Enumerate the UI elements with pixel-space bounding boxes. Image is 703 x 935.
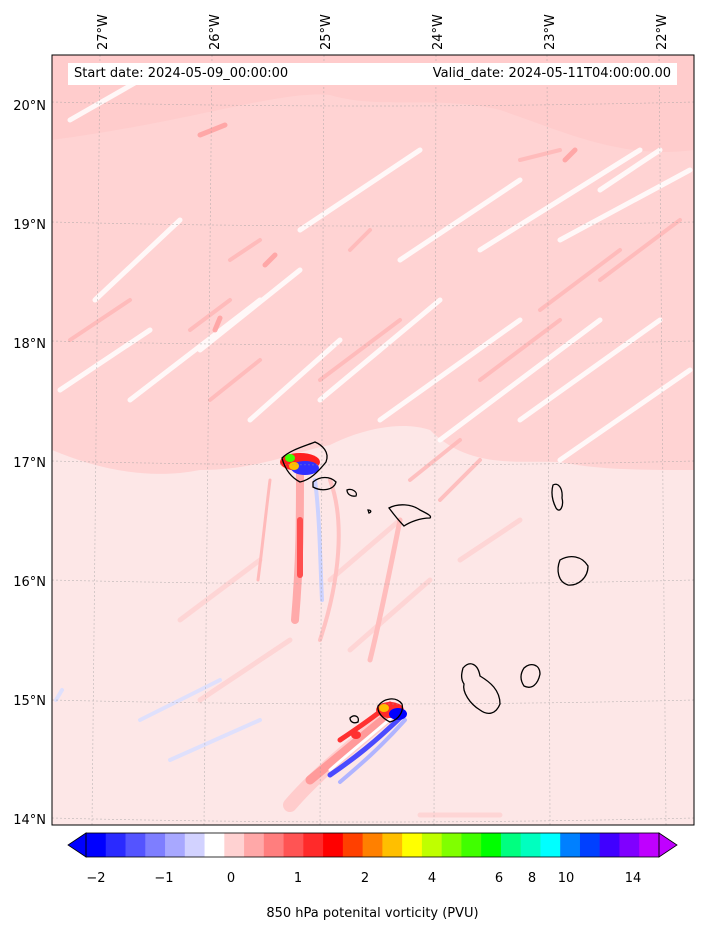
colorbar-tick-label: 6 (495, 871, 503, 886)
colorbar-cell (639, 833, 660, 857)
colorbar-cell (619, 833, 640, 857)
lat-label: 19°N (13, 218, 46, 233)
colorbar-tick-label: 8 (528, 871, 536, 886)
colorbar-cell (184, 833, 206, 857)
colorbar-tick-label: 10 (558, 871, 575, 886)
colorbar-cell (105, 833, 127, 857)
colorbar-tick-label: 2 (361, 871, 369, 886)
colorbar-cell (520, 833, 542, 857)
lon-label: 22°W (655, 14, 670, 50)
colorbar-cell (125, 833, 146, 857)
colorbar-tick-label: 14 (625, 871, 642, 886)
colorbar-cell (244, 833, 265, 857)
colorbar-cell (86, 833, 107, 857)
colorbar-label: 850 hPa potenital vorticity (PVU) (266, 906, 479, 921)
colorbar-ticks: −2 −1 0 1 2 4 6 8 10 14 (86, 871, 641, 886)
colorbar-cell (362, 833, 383, 857)
colorbar-cell (145, 833, 166, 857)
island-sal (551, 483, 564, 511)
colorbar-cell (540, 833, 561, 857)
island-raso (367, 509, 372, 514)
graticule (52, 55, 694, 825)
island-boa-vista (557, 555, 589, 586)
island-outlines (281, 441, 589, 724)
start-date-label: Start date: 2024-05-09_00:00:00 (74, 66, 289, 81)
lon-label: 23°W (543, 14, 558, 50)
lat-label: 14°N (13, 813, 46, 828)
colorbar: −2 −1 0 1 2 4 6 8 10 14 (67, 832, 678, 886)
colorbar-cell (382, 833, 403, 857)
colorbar-frame (85, 832, 660, 858)
lat-label: 20°N (13, 99, 46, 114)
colorbar-cell (441, 833, 463, 857)
colorbar-cell (165, 833, 186, 857)
colorbar-cell (323, 833, 344, 857)
colorbar-cell (481, 833, 502, 857)
lon-label: 25°W (319, 14, 334, 50)
title-bar: Start date: 2024-05-09_00:00:00 Valid_da… (68, 63, 677, 85)
colorbar-tick-label: 0 (227, 871, 235, 886)
lat-label: 16°N (13, 575, 46, 590)
pv-streaks (54, 77, 693, 818)
longitude-labels: 27°W 26°W 25°W 24°W 23°W 22°W (96, 14, 670, 50)
lon-label: 26°W (208, 14, 223, 50)
colorbar-extend-low (67, 832, 87, 858)
lon-label: 27°W (96, 14, 111, 50)
island-brava (349, 715, 360, 724)
map-plot-area (52, 55, 694, 825)
pv-wake-south (283, 701, 407, 812)
island-santiago (460, 663, 501, 715)
colorbar-cell (560, 833, 581, 857)
colorbar-cells (86, 833, 660, 857)
colorbar-cell (421, 833, 443, 857)
colorbar-cell (500, 833, 522, 857)
island-fogo (377, 698, 404, 723)
valid-date-label: Valid_date: 2024-05-11T04:00:00.00 (432, 66, 671, 81)
colorbar-cell (283, 833, 304, 857)
island-maio (520, 663, 541, 688)
colorbar-tick-label: −2 (86, 871, 105, 886)
colorbar-cell (224, 833, 245, 857)
lat-label: 18°N (13, 337, 46, 352)
island-santo-antao (281, 441, 328, 483)
lon-label: 24°W (431, 14, 446, 50)
island-sao-vicente (312, 476, 337, 491)
colorbar-cell (402, 833, 423, 857)
colorbar-cell (579, 833, 601, 857)
lat-label: 17°N (13, 456, 46, 471)
colorbar-cell (204, 833, 225, 857)
colorbar-tick-label: 4 (428, 871, 436, 886)
colorbar-extend-high (658, 832, 678, 858)
colorbar-tick-label: 1 (294, 871, 302, 886)
island-sao-nicolau (388, 504, 432, 527)
colorbar-tick-label: −1 (154, 871, 173, 886)
colorbar-cell (263, 833, 285, 857)
lat-label: 15°N (13, 694, 46, 709)
colorbar-cell (461, 833, 482, 857)
colorbar-cell (303, 833, 324, 857)
colorbar-cell (342, 833, 364, 857)
map-frame (51, 54, 695, 826)
pv-hotspots (280, 453, 407, 739)
colorbar-cell (599, 833, 621, 857)
latitude-labels: 20°N 19°N 18°N 17°N 16°N 15°N 14°N (13, 99, 46, 828)
island-santa-luzia (346, 488, 358, 497)
